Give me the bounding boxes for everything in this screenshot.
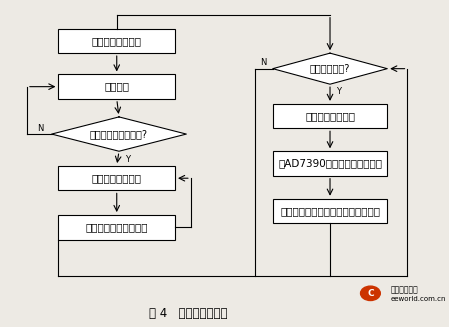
FancyBboxPatch shape — [273, 151, 387, 176]
Text: 处理接收到的数据: 处理接收到的数据 — [305, 111, 355, 121]
Text: N: N — [37, 124, 44, 133]
Text: Y: Y — [124, 155, 130, 164]
Text: eeworld.com.cn: eeworld.com.cn — [391, 296, 446, 301]
Polygon shape — [52, 117, 186, 151]
Text: 通过串口向上位机发送数据提示信息: 通过串口向上位机发送数据提示信息 — [280, 206, 380, 216]
FancyBboxPatch shape — [58, 166, 175, 190]
Text: Y: Y — [335, 87, 341, 96]
Text: 数据发送完毕?: 数据发送完毕? — [310, 64, 350, 74]
Text: 进入中断处理程序: 进入中断处理程序 — [92, 173, 142, 183]
Text: 电子工程世界: 电子工程世界 — [391, 285, 418, 294]
Text: N: N — [260, 58, 267, 67]
Text: 系统上电、初始化: 系统上电、初始化 — [92, 36, 142, 46]
FancyBboxPatch shape — [58, 75, 175, 99]
Text: C: C — [367, 289, 374, 298]
FancyBboxPatch shape — [58, 215, 175, 239]
Text: 等待状态: 等待状态 — [104, 82, 129, 92]
FancyBboxPatch shape — [58, 29, 175, 53]
Text: 图 4   系统软件流程图: 图 4 系统软件流程图 — [150, 307, 228, 320]
Polygon shape — [273, 53, 387, 84]
Circle shape — [361, 286, 380, 301]
Text: 串口是否有数据发送?: 串口是否有数据发送? — [90, 129, 148, 139]
Text: 单片机接收并存储数据: 单片机接收并存储数据 — [85, 222, 148, 232]
FancyBboxPatch shape — [273, 104, 387, 128]
Text: 向AD7390发送控制信号和数据: 向AD7390发送控制信号和数据 — [278, 159, 382, 168]
FancyBboxPatch shape — [273, 198, 387, 223]
